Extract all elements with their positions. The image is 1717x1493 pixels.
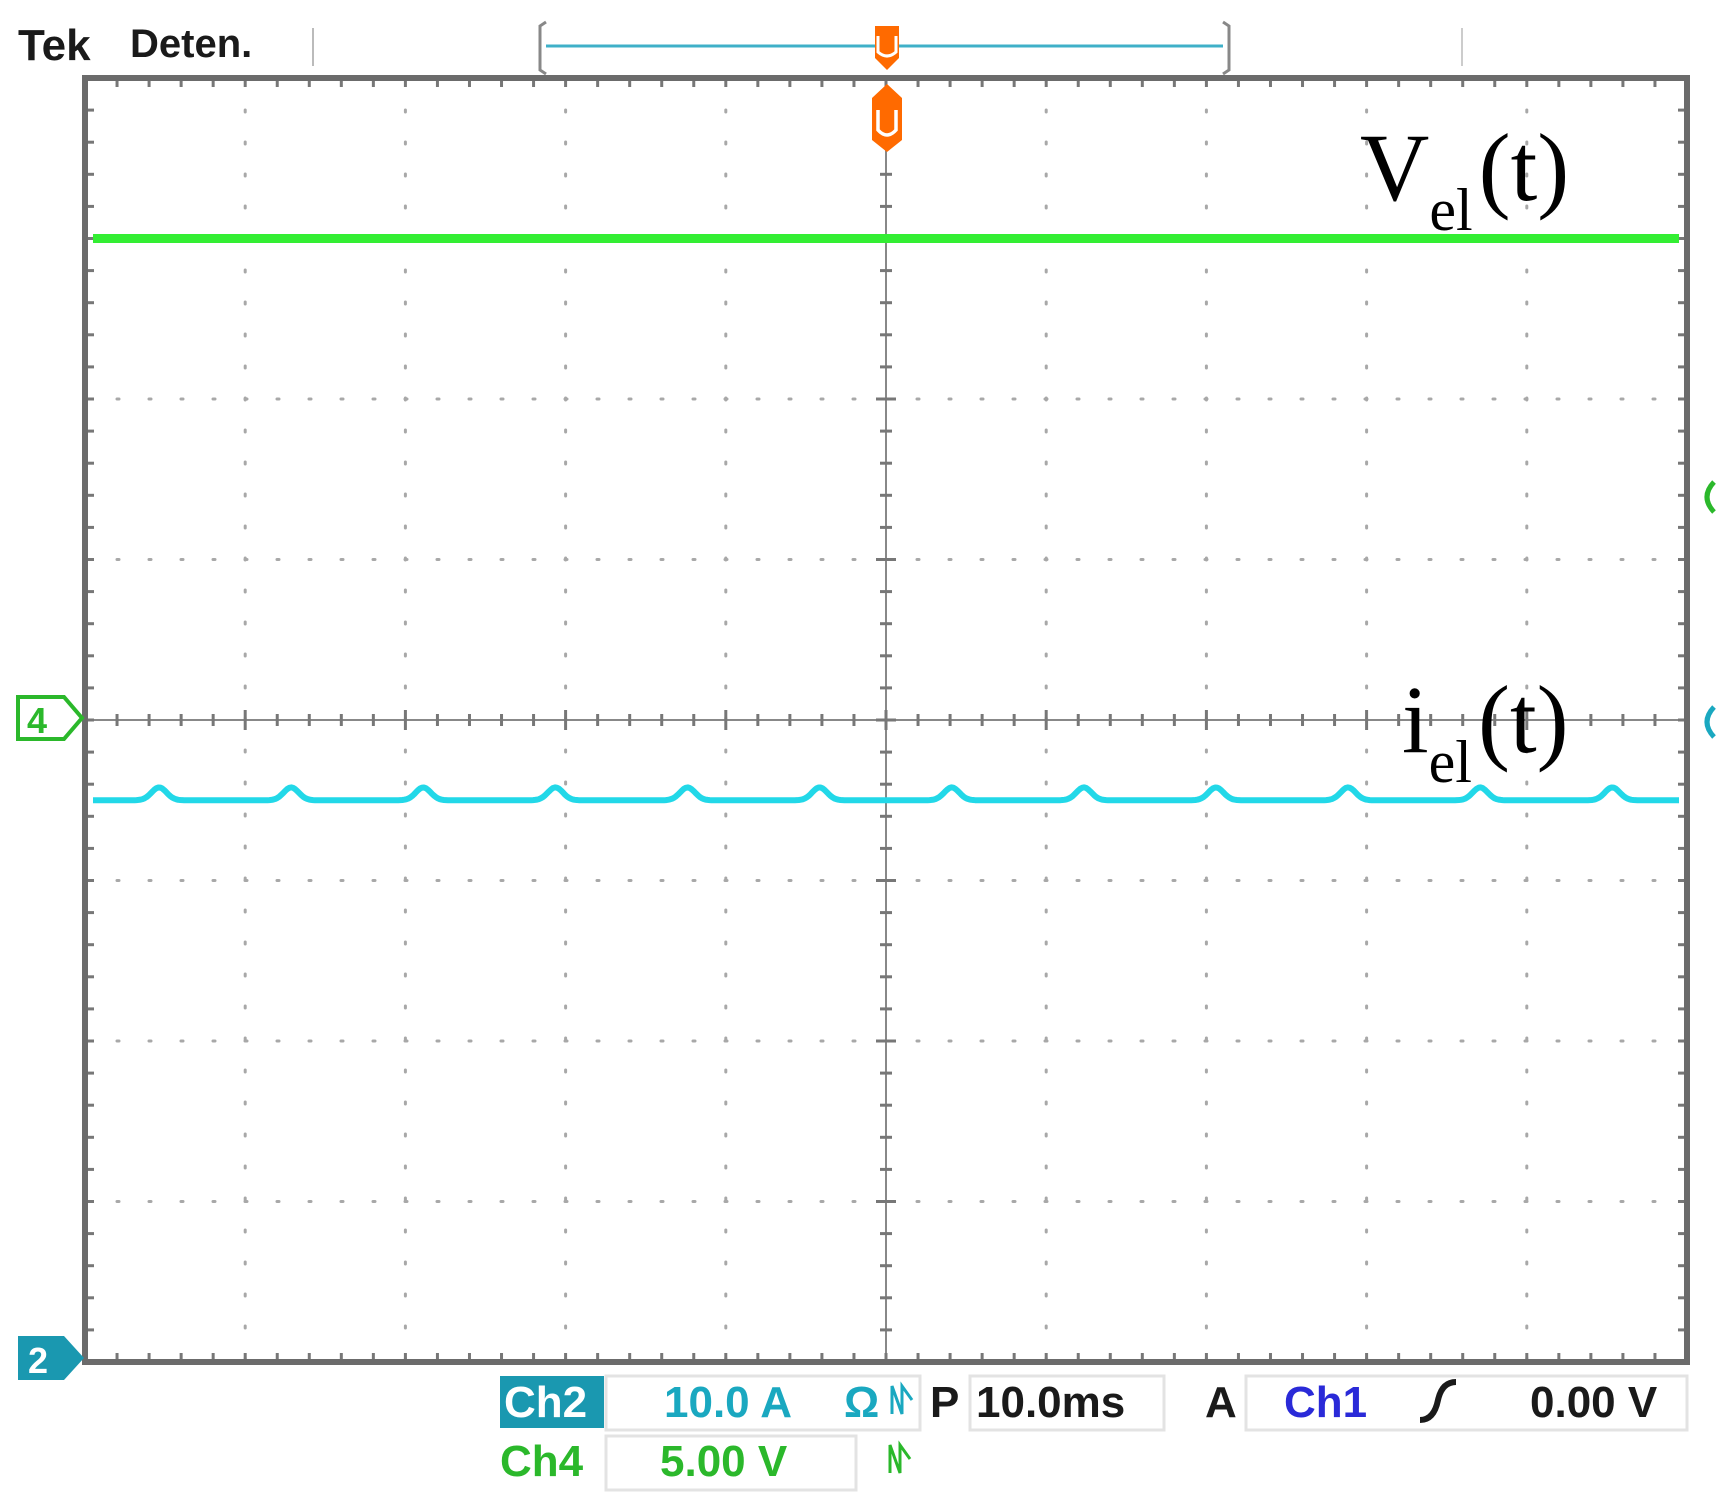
- ch4-scale-box: [604, 1434, 858, 1492]
- ch4-bandwidth-icon: [888, 1440, 912, 1474]
- header-brand: Tek: [18, 21, 91, 70]
- ch2-impedance: Ω: [844, 1378, 879, 1427]
- trigger-level: 0.00 V: [1530, 1378, 1658, 1427]
- series-label-iel: iel(t): [1402, 666, 1569, 795]
- right-marker-lower: [1704, 705, 1716, 739]
- plot-frame: [82, 75, 1690, 1365]
- ch2-ground-marker: 2: [18, 1336, 84, 1381]
- trigger-source: Ch1: [1284, 1378, 1367, 1427]
- ch4-ground-marker: 4: [16, 695, 85, 741]
- waveform-iel: [92, 784, 1680, 804]
- ch2-scale-box: [604, 1374, 922, 1432]
- series-label-vel: Vel(t): [1360, 114, 1569, 243]
- ch4-label: Ch4: [500, 1437, 584, 1486]
- ch2-scale: 10.0 A: [664, 1378, 792, 1427]
- timebase-box: [968, 1374, 1166, 1432]
- trigger-prefix: A: [1205, 1378, 1237, 1427]
- timebase: 10.0ms: [976, 1378, 1125, 1427]
- readout-panel: Ch2 10.0 A Ω P 10.0ms A Ch1 0.00 V Ch4 5…: [500, 1374, 1689, 1492]
- ch2-label: Ch2: [504, 1378, 587, 1427]
- trigger-slope-icon: [1419, 1379, 1457, 1423]
- ch4-scale: 5.00 V: [660, 1437, 788, 1486]
- right-marker-upper: [1704, 480, 1716, 514]
- svg-text:4: 4: [27, 700, 47, 741]
- svg-text:2: 2: [28, 1340, 48, 1381]
- ch2-label-bg: [500, 1376, 604, 1428]
- trigger-box: [1244, 1374, 1689, 1432]
- timebase-prefix: P: [930, 1378, 959, 1427]
- trigger-position-marker: [875, 26, 899, 70]
- ch2-bandwidth-icon: [890, 1381, 914, 1415]
- header-status: Deten.: [130, 22, 252, 66]
- trigger-marker: [872, 84, 902, 152]
